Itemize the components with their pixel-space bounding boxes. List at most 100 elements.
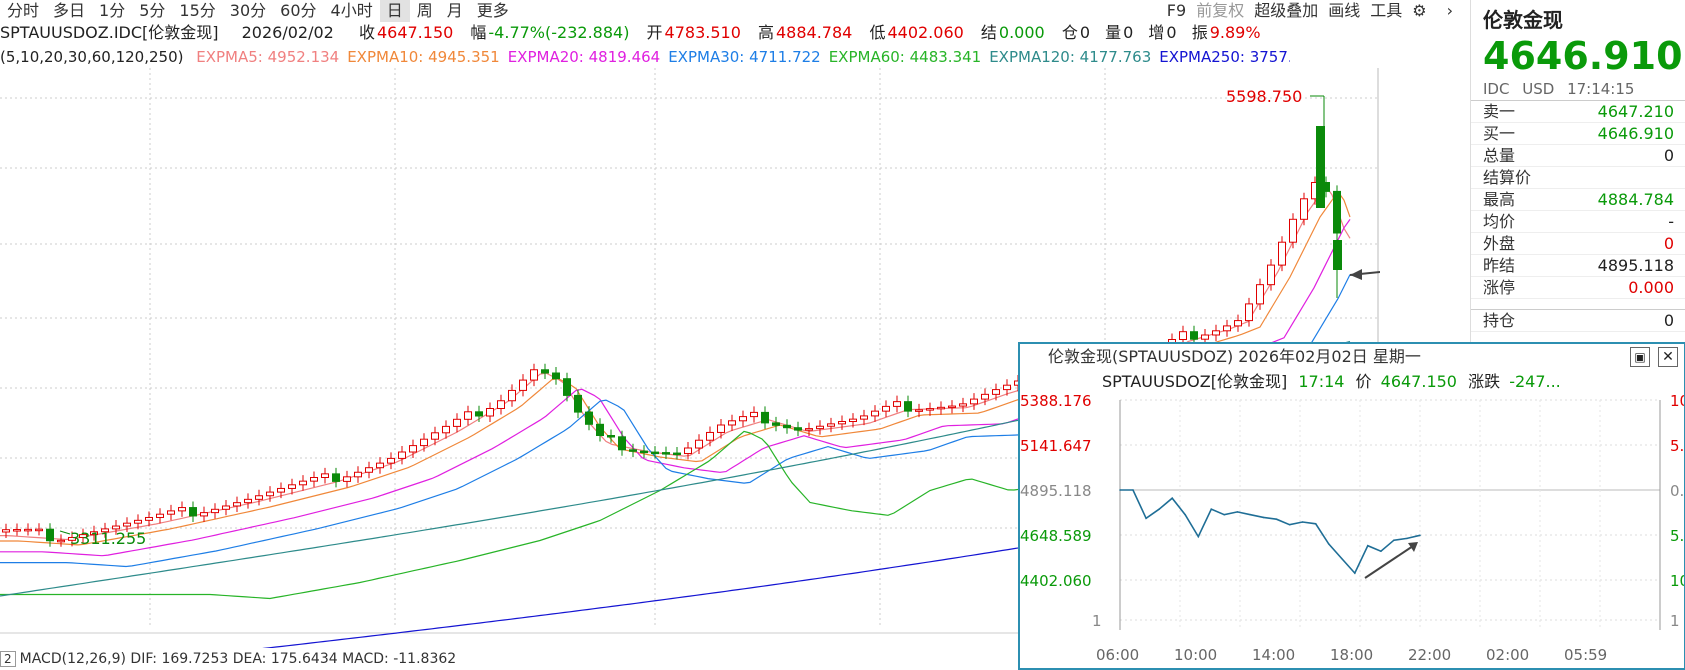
time-axis-label: 10:00 <box>1174 646 1217 664</box>
chevron-right-icon[interactable]: › <box>1446 1 1453 20</box>
candle-body <box>948 405 956 409</box>
annotation-arrow-head <box>1408 542 1418 552</box>
expma-item: EXPMA5: 4952.134 <box>196 48 340 66</box>
time-axis-label: 22:00 <box>1408 646 1451 664</box>
maximize-icon[interactable]: ▣ <box>1630 347 1650 367</box>
expma-params: (5,10,20,30,60,120,250) <box>0 48 184 66</box>
quote-row-value: 4895.118 <box>1597 256 1674 275</box>
instrument-title: 伦敦金现 <box>1483 8 1563 32</box>
period-tab[interactable]: 分时 <box>7 1 40 20</box>
period-tab[interactable]: 60分 <box>280 1 317 20</box>
candle-body <box>497 400 505 410</box>
intraday-price-point <box>1184 513 1186 516</box>
period-tab[interactable]: 日 <box>379 0 410 22</box>
intraday-price-point <box>1262 516 1265 519</box>
candle-body <box>112 525 120 530</box>
price-meta: IDC USD 17:14:15 <box>1483 80 1635 98</box>
expma-value: 4711.722 <box>749 48 821 66</box>
quote-row-label: 昨结 <box>1483 256 1516 275</box>
candle-body <box>695 439 703 449</box>
candle-body <box>321 473 329 479</box>
left-axis-label: 5388.176 <box>1020 394 1092 410</box>
candle-body <box>1223 325 1231 332</box>
expma-item: EXPMA250: 3757.746 <box>1159 48 1290 66</box>
candle-body <box>233 502 241 507</box>
period-toolbar: 分时 多日 1分 5分 15分 30分 60分 4小时日周月更多 F9 前复权 超级叠加 画线 工具 ⚙ › <box>0 0 1458 22</box>
toolbar-item[interactable]: 工具 <box>1370 1 1403 20</box>
candle-body <box>849 418 857 422</box>
intraday-price-point <box>1132 489 1134 491</box>
period-tab[interactable]: 更多 <box>476 1 509 20</box>
candle-body <box>1278 241 1286 266</box>
period-tab[interactable]: 5分 <box>139 1 166 20</box>
toolbar-item[interactable]: 画线 <box>1328 1 1361 20</box>
period-tab[interactable]: 多日 <box>53 1 86 20</box>
time-axis-label: 18:00 <box>1330 646 1373 664</box>
candle-body <box>970 398 978 405</box>
candle-body <box>486 408 494 417</box>
candle-body <box>574 394 582 413</box>
intraday-price-point <box>1197 535 1200 538</box>
quote-row-label: 总量 <box>1483 146 1516 165</box>
expma-name: EXPMA20 <box>507 48 579 66</box>
quote-row-label: 买一 <box>1483 124 1516 143</box>
close-value: 4647.150 <box>376 23 454 42</box>
candle-body <box>13 529 21 532</box>
candle-body <box>629 449 637 452</box>
period-tab[interactable]: 30分 <box>229 1 267 20</box>
candle-body <box>1003 384 1011 391</box>
candle-body <box>387 457 395 464</box>
period-tab[interactable]: 15分 <box>179 1 216 20</box>
expma-item: EXPMA120: 4177.763 <box>989 48 1152 66</box>
candle-body <box>68 536 76 541</box>
macd-toggle[interactable]: 2 <box>0 651 16 667</box>
candle-body <box>915 409 923 412</box>
intraday-price-point <box>1223 513 1226 516</box>
candle-body <box>376 462 384 469</box>
gear-icon[interactable]: ⚙ <box>1412 1 1427 20</box>
quote-rows: 卖一 4647.210 买一 4646.910 总量 0 结算价 最高 4884.784 均价 - 外… <box>1471 100 1685 332</box>
intraday-popup[interactable]: 伦敦金现(SPTAUUSDOZ) 2026年02月02日 星期一 ▣ ✕ SPT… <box>1018 342 1685 670</box>
candle-body <box>255 495 263 500</box>
expma-name: EXPMA5 <box>196 48 258 66</box>
quote-row-value: 4646.910 <box>1597 124 1674 143</box>
quote-row-label: 涨停 <box>1483 278 1516 297</box>
toolbar-item[interactable]: F9 <box>1166 1 1187 20</box>
annotation-arrow-head <box>1350 269 1362 280</box>
toolbar-item[interactable]: 前复权 <box>1196 1 1245 20</box>
candle-body <box>618 436 626 451</box>
intraday-price-point <box>1380 550 1382 552</box>
candle-body <box>365 467 373 473</box>
settle-value: 0.000 <box>998 23 1045 42</box>
toolbar-item[interactable]: 超级叠加 <box>1254 1 1319 20</box>
increase-value: 0 <box>1166 23 1177 42</box>
intraday-chart: 5388.176 5141.647 4895.118 4648.589 4402.060… <box>1020 394 1684 664</box>
quote-row-value: 0.000 <box>1628 278 1674 297</box>
period-tab[interactable]: 1分 <box>99 1 126 20</box>
intraday-price-point <box>1301 521 1304 523</box>
candle-body <box>310 477 318 482</box>
quote-row-label: 外盘 <box>1483 234 1516 253</box>
candle-body <box>145 516 153 521</box>
candle-body <box>871 410 879 417</box>
quote-row: 持仓 0 <box>1471 309 1685 332</box>
candle-body <box>651 451 659 455</box>
candle-body <box>739 416 747 422</box>
close-icon[interactable]: ✕ <box>1658 347 1678 367</box>
period-tab[interactable]: 4小时 <box>330 1 373 20</box>
candle-body <box>1267 264 1275 286</box>
candle-body <box>464 411 472 420</box>
candle-body <box>519 379 527 391</box>
period-tab[interactable]: 月 <box>446 1 463 20</box>
quote-row: 涨停 0.000 <box>1471 277 1685 299</box>
expma-legend: (5,10,20,30,60,120,250) EXPMA5: 4952.134… <box>0 46 1290 68</box>
change-value: -4.77%(-232.884) <box>488 23 630 42</box>
candle-body <box>332 473 340 482</box>
expma-item: EXPMA10: 4945.351 <box>347 48 500 66</box>
candle-body <box>904 401 912 412</box>
amplitude-value: 9.89% <box>1209 23 1261 42</box>
candle-body <box>1245 303 1253 322</box>
intraday-price-point <box>1171 497 1173 499</box>
intraday-price-point <box>1406 537 1408 540</box>
period-tab[interactable]: 周 <box>416 1 433 20</box>
